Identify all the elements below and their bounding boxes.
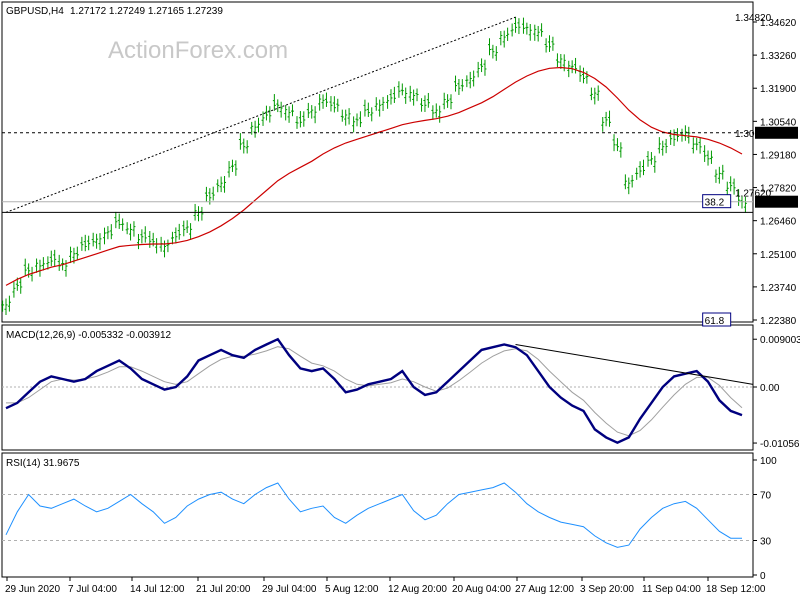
macd-axis-label: 0.00 — [760, 383, 780, 394]
macd-axis-label: -0.010566 — [760, 439, 800, 450]
moving-average-line — [5, 66, 743, 286]
macd-title: MACD(12,26,9) -0.005332 -0.003912 — [6, 330, 172, 341]
price-annotation-label: 38.2 — [705, 198, 725, 209]
ohlc-header: 1.27172 1.27249 1.27165 1.27239 — [70, 6, 223, 17]
macd-line — [5, 337, 743, 445]
price-axis-label: 1.25100 — [760, 250, 797, 261]
rsi-title: RSI(14) 31.9675 — [6, 458, 80, 469]
price-axis-marker-label: 1.30070 — [758, 129, 795, 140]
time-axis-label: 12 Aug 20:00 — [388, 584, 447, 595]
price-axis-label: 1.33260 — [760, 51, 797, 62]
watermark: ActionForex.com — [108, 37, 288, 64]
fib-level-label: 1.30070 — [735, 129, 772, 140]
price-axis-label: 1.34620 — [760, 18, 797, 29]
time-axis-label: 21 Jul 20:00 — [196, 584, 251, 595]
rsi-axis-label: 0 — [760, 571, 766, 582]
axis-layer: 1.34620 1.33260 1.31900 1.30540 1.29180 1.278… — [5, 18, 800, 595]
price-axis-label: 1.27820 — [760, 184, 797, 195]
fib-level-label: 1.34820 — [735, 13, 772, 24]
time-axis-label: 29 Jun 2020 — [5, 584, 60, 595]
rsi-axis-label: 70 — [760, 491, 772, 502]
price-axis-label: 1.26460 — [760, 217, 797, 228]
price-axis-label: 1.22380 — [760, 316, 797, 327]
price-panel[interactable] — [1, 1, 754, 323]
trendline — [5, 16, 516, 213]
time-axis-label: 18 Sep 12:00 — [706, 584, 766, 595]
price-annotation-box — [702, 194, 732, 209]
price-axis-label: 1.23740 — [760, 283, 797, 294]
price-axis-label: 1.29180 — [760, 150, 797, 161]
macd-trendline — [515, 344, 754, 385]
macd-panel[interactable] — [1, 324, 754, 451]
price-axis-marker-label: 1.27239 — [758, 198, 795, 209]
price-axis-label: 1.31900 — [760, 84, 797, 95]
time-axis-label: 3 Sep 20:00 — [580, 584, 634, 595]
rsi-chart-layer — [2, 482, 753, 548]
price-axis-marker — [755, 195, 798, 208]
rsi-axis-label: 100 — [760, 456, 777, 467]
symbol-header: GBPUSD,H4 — [6, 6, 64, 17]
rsi-axis-label: 30 — [760, 537, 772, 548]
macd-chart-layer — [2, 337, 754, 445]
price-annotation-box — [702, 312, 732, 327]
time-axis-label: 29 Jul 04:00 — [262, 584, 317, 595]
price-annotation-label: 61.8 — [705, 316, 725, 327]
rsi-line — [5, 482, 742, 548]
price-axis-marker — [755, 126, 798, 139]
fib-level-label: 1.27620 — [735, 188, 772, 199]
time-axis-label: 27 Aug 12:00 — [515, 584, 574, 595]
time-axis-label: 5 Aug 12:00 — [325, 584, 379, 595]
time-axis-label: 14 Jul 12:00 — [130, 584, 185, 595]
macd-axis-label: 0.009003 — [760, 335, 800, 346]
price-axis-label: 1.30540 — [760, 117, 797, 128]
time-axis-label: 20 Aug 04:00 — [452, 584, 511, 595]
time-axis-label: 7 Jul 04:00 — [68, 584, 117, 595]
rsi-panel[interactable] — [1, 452, 754, 578]
price-chart-layer: 1.34820 1.30070 1.27620 38.2 61.8 — [1, 13, 772, 327]
time-axis-label: 11 Sep 04:00 — [642, 584, 701, 595]
